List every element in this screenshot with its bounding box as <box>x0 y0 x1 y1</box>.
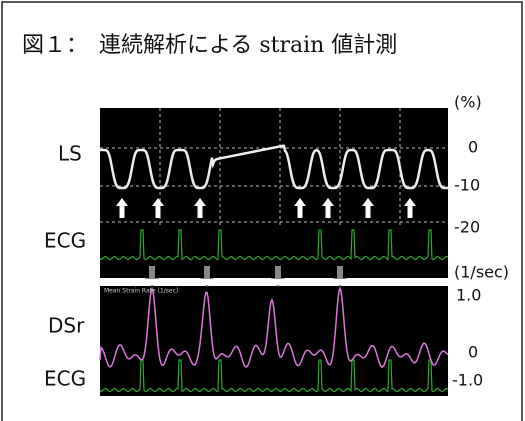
panel-caption: Mean Strain Rate (1/sec) <box>104 288 178 295</box>
title: 図１： 連続解析による strain 値計測 <box>22 33 397 58</box>
ecg-label: ECG <box>44 229 86 253</box>
axis-tick: -10 <box>454 176 480 195</box>
dsr-panel <box>100 286 448 396</box>
axis-tick: 0 <box>468 138 478 157</box>
dsr-label: DSr <box>48 314 85 338</box>
axis-unit: (%) <box>454 93 482 112</box>
separator <box>100 279 448 285</box>
ls-label: LS <box>58 142 82 166</box>
axis-tick: -20 <box>454 218 480 237</box>
figure-canvas: 図１： 連続解析による strain 値計測 Mean Strain Rate … <box>0 0 525 421</box>
ls-panel <box>100 108 448 278</box>
ecg-label: ECG <box>44 367 86 391</box>
axis-tick: 1.0 <box>456 286 481 305</box>
axis-tick: -1.0 <box>452 371 483 390</box>
axis-unit: (1/sec) <box>454 263 509 282</box>
axis-tick: 0 <box>468 343 478 362</box>
figure: 図１： 連続解析による strain 値計測 Mean Strain Rate … <box>0 0 525 421</box>
